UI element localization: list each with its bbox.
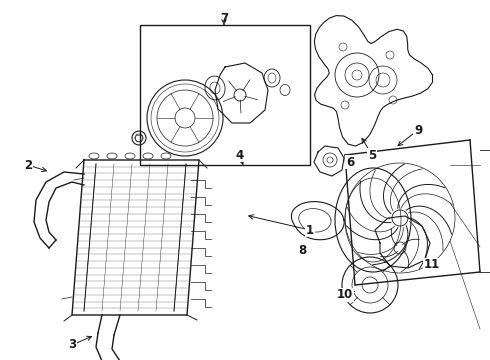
Text: 3: 3	[68, 338, 76, 351]
Text: 2: 2	[24, 158, 32, 171]
Text: 5: 5	[368, 149, 376, 162]
Text: 11: 11	[424, 258, 440, 271]
Bar	[140, 25, 310, 165]
Text: 4: 4	[236, 149, 244, 162]
Text: 9: 9	[414, 123, 422, 136]
Text: 8: 8	[298, 243, 306, 257]
Text: 6: 6	[346, 156, 354, 168]
Text: 10: 10	[337, 288, 353, 302]
Text: 1: 1	[306, 224, 314, 237]
Text: 7: 7	[220, 12, 228, 24]
